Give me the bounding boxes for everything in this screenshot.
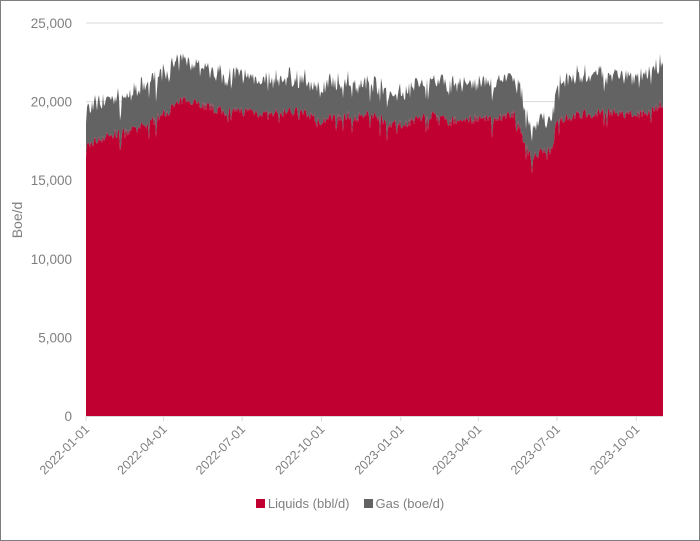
x-tick-label: 2023-04-01	[429, 422, 484, 477]
legend-item-liquids[interactable]: Liquids (bbl/d)	[255, 496, 350, 511]
legend-item-gas[interactable]: Gas (boe/d)	[363, 496, 445, 511]
liquids-swatch-icon	[255, 499, 265, 508]
plot-areas	[86, 53, 663, 417]
x-tick-label: 2023-01-01	[352, 422, 407, 477]
x-tick-label: 2022-04-01	[115, 422, 170, 477]
gas-swatch-icon	[363, 499, 373, 508]
y-tick-label: 5,000	[38, 330, 72, 345]
y-axis-ticks: 0 5,000 10,000 15,000 20,000 25,000	[31, 16, 72, 424]
gas-area	[86, 53, 663, 174]
x-tick-label: 2022-01-01	[37, 422, 92, 477]
x-tick-label: 2023-07-01	[508, 422, 563, 477]
x-tick-label: 2023-10-01	[587, 422, 642, 477]
y-tick-label: 25,000	[31, 16, 72, 31]
y-tick-label: 20,000	[31, 95, 72, 110]
legend: Liquids (bbl/d) Gas (boe/d)	[0, 496, 700, 511]
y-tick-label: 10,000	[31, 252, 72, 267]
y-tick-label: 0	[64, 409, 72, 424]
liquids-area	[86, 96, 663, 417]
y-tick-label: 15,000	[31, 173, 72, 188]
legend-label-liquids: Liquids (bbl/d)	[267, 496, 350, 511]
x-tick-label: 2022-07-01	[193, 422, 248, 477]
x-tick-label: 2022-10-01	[272, 422, 327, 477]
x-axis-ticks: 2022-01-01 2022-04-01 2022-07-01 2022-10-01…	[37, 416, 663, 477]
y-axis-label: Boe/d	[9, 202, 25, 239]
legend-label-gas: Gas (boe/d)	[375, 496, 445, 511]
